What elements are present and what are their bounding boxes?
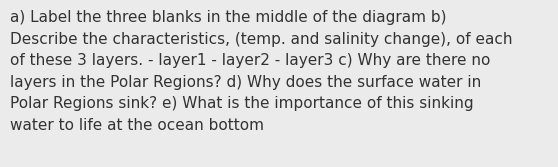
Text: a) Label the three blanks in the middle of the diagram b)
Describe the character: a) Label the three blanks in the middle … [10,10,512,133]
